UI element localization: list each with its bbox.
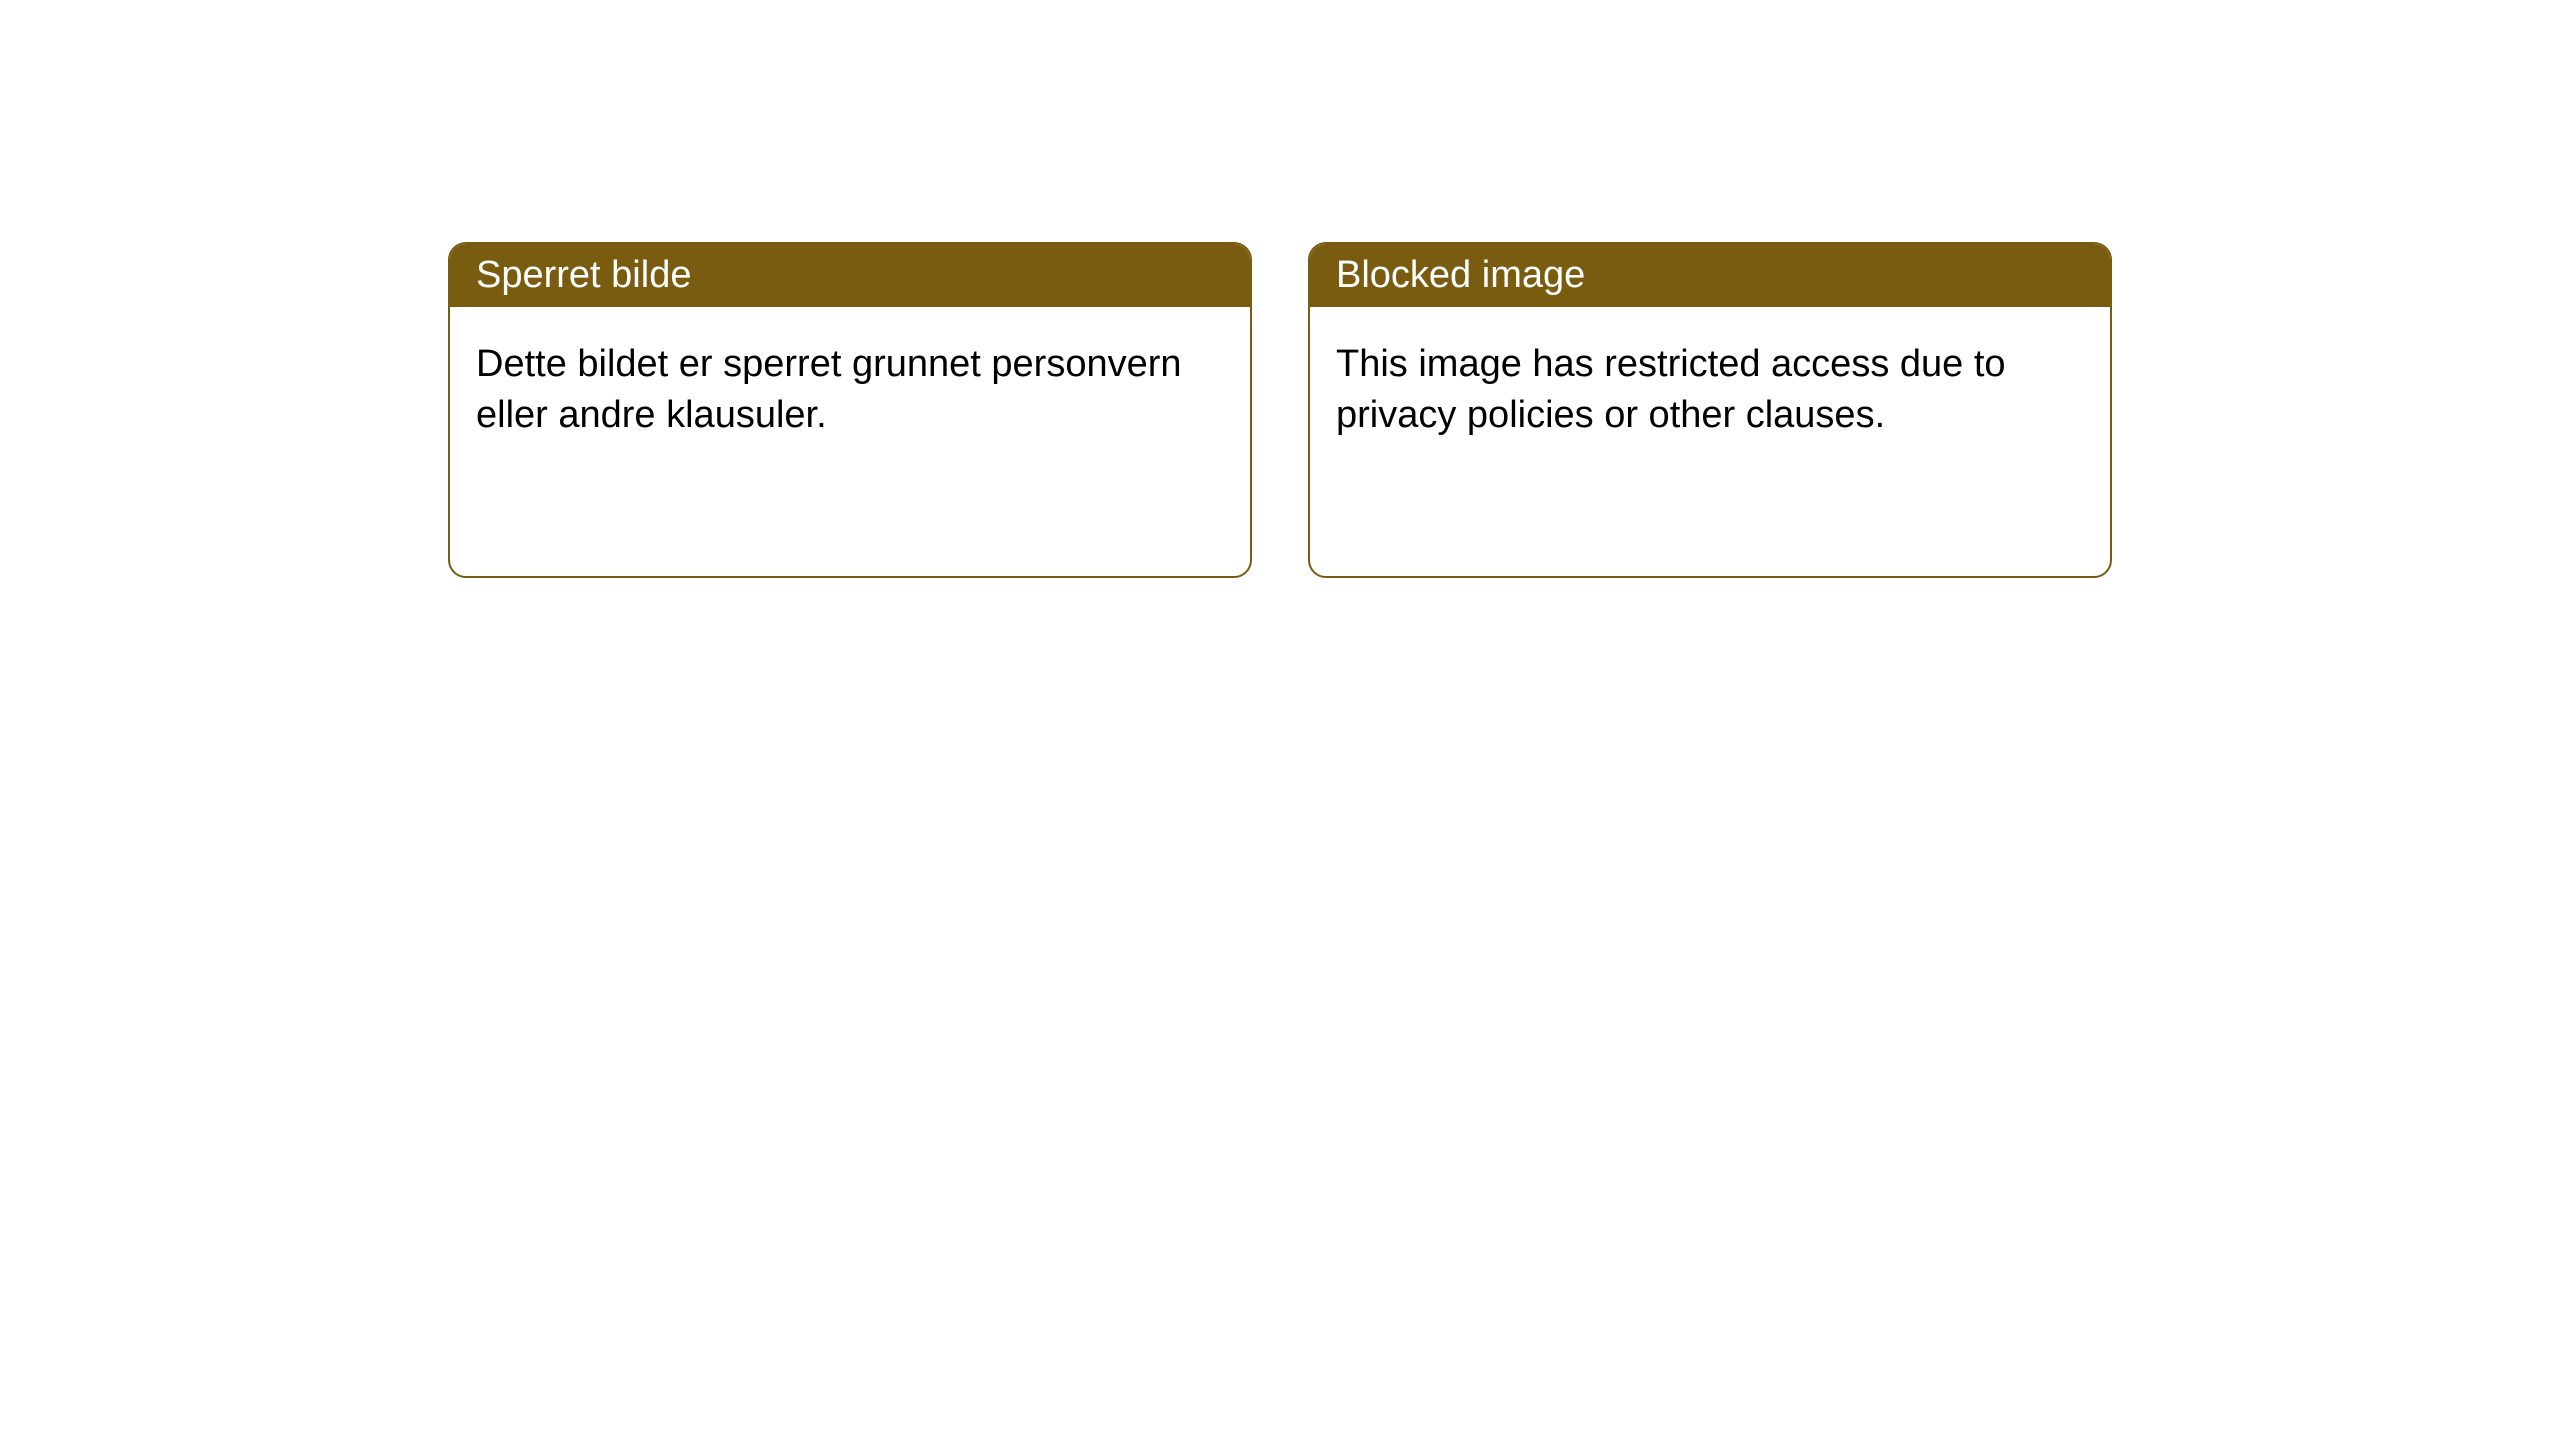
card-body-text: This image has restricted access due to …: [1336, 343, 2006, 436]
card-title: Blocked image: [1336, 254, 1585, 296]
notice-card-norwegian: Sperret bilde Dette bildet er sperret gr…: [448, 242, 1252, 578]
card-body: This image has restricted access due to …: [1310, 307, 2110, 474]
card-header: Blocked image: [1310, 244, 2110, 307]
notice-cards-container: Sperret bilde Dette bildet er sperret gr…: [0, 0, 2560, 578]
card-body: Dette bildet er sperret grunnet personve…: [450, 307, 1250, 474]
card-title: Sperret bilde: [476, 254, 691, 296]
card-body-text: Dette bildet er sperret grunnet personve…: [476, 343, 1182, 436]
card-header: Sperret bilde: [450, 244, 1250, 307]
notice-card-english: Blocked image This image has restricted …: [1308, 242, 2112, 578]
